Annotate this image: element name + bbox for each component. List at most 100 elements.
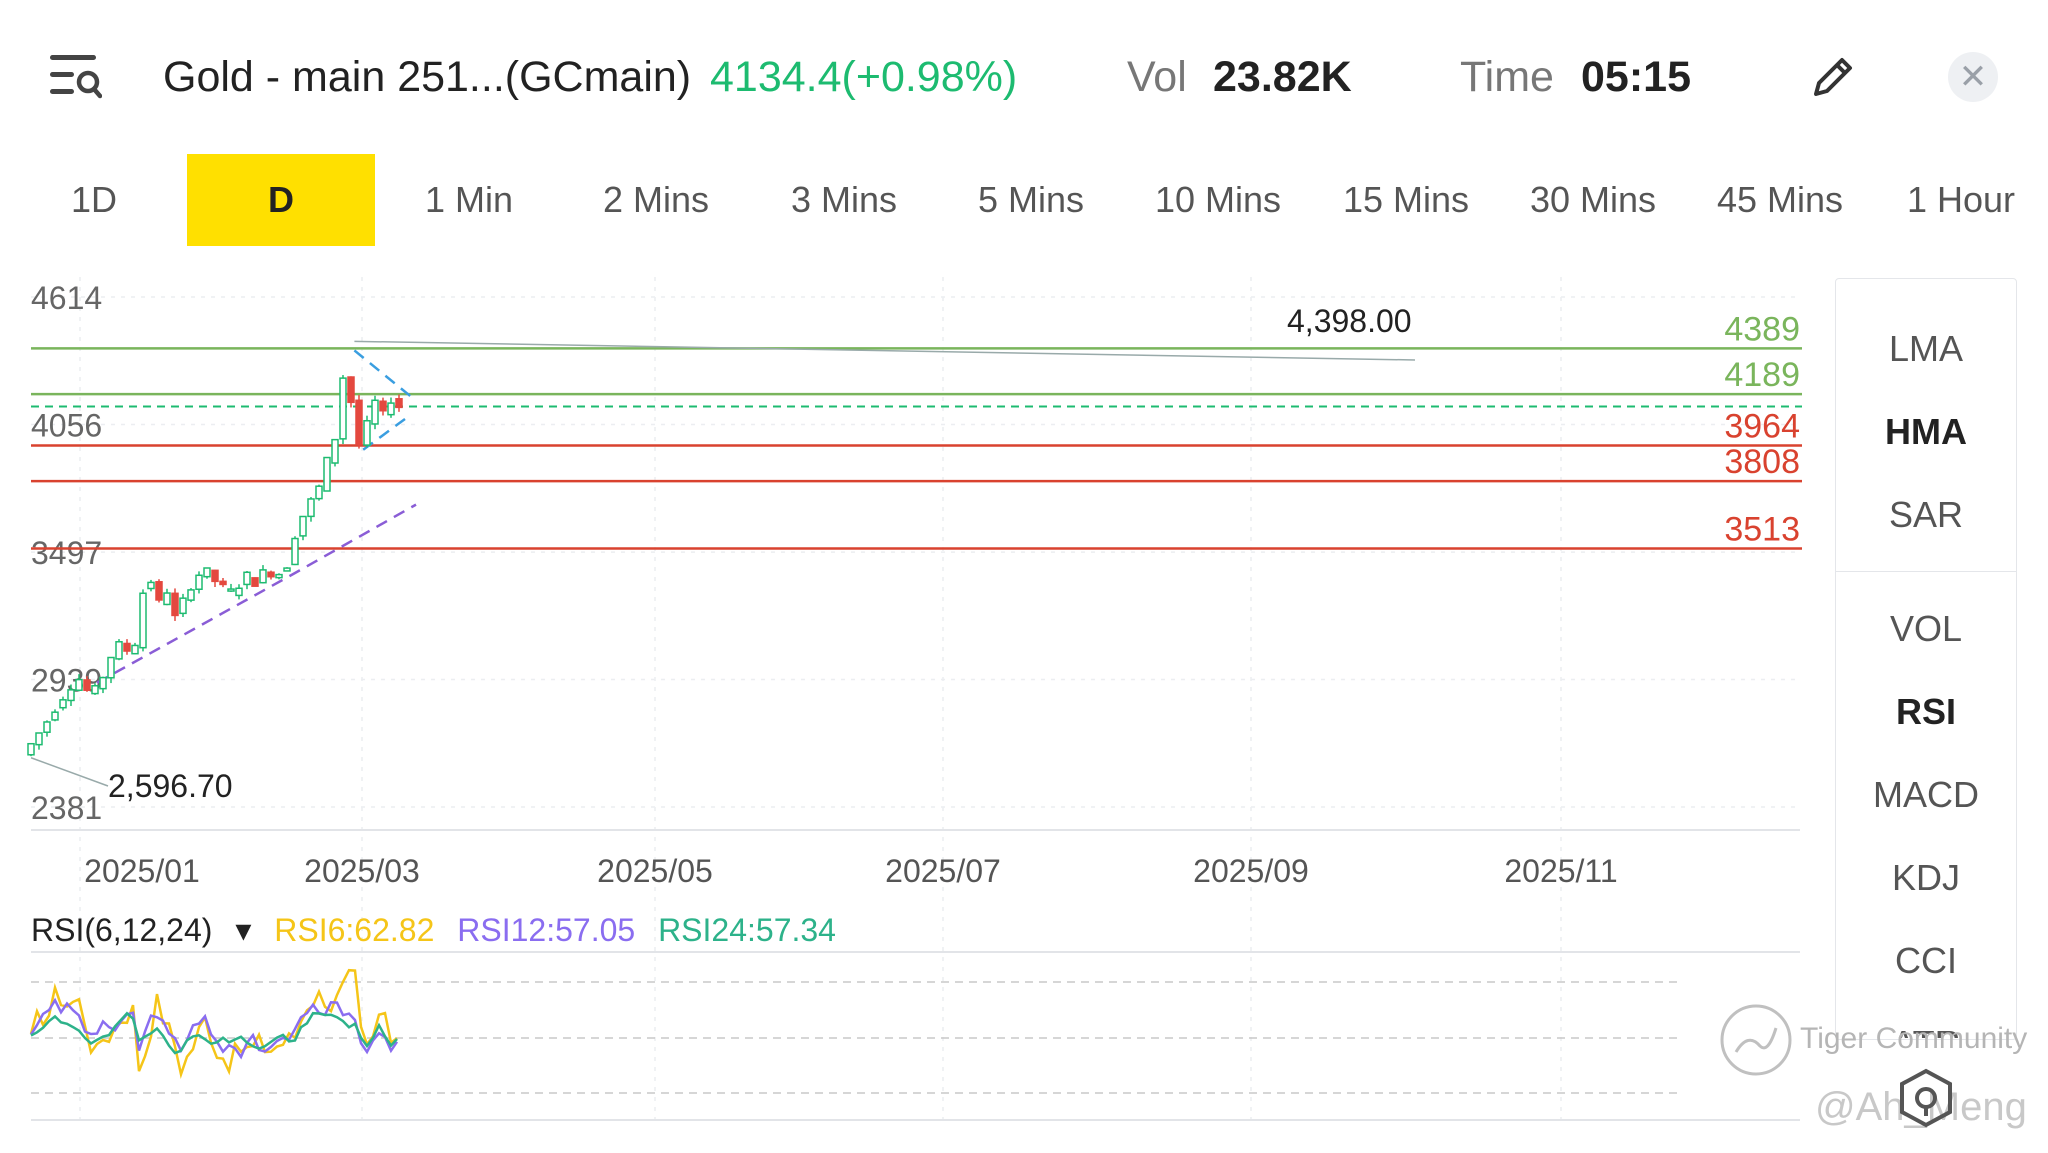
panel-divider — [1836, 571, 2016, 572]
candle-body — [155, 581, 163, 601]
header-bar: Gold - main 251...(GCmain) 4134.4(+0.98%… — [0, 0, 2048, 150]
candle-body — [99, 676, 107, 690]
tab-1-hour[interactable]: 1 Hour — [1906, 179, 2016, 220]
rsi-label: RSI(6,12,24) — [31, 912, 213, 948]
level-label: 4389 — [1724, 310, 1800, 348]
candle-body — [163, 592, 171, 606]
candle-body — [339, 377, 347, 440]
candle-body — [59, 699, 67, 709]
candle-body — [187, 589, 195, 601]
last-price: 4134.4(+0.98%) — [710, 53, 1018, 101]
indicator-macd[interactable]: MACD — [1873, 774, 1979, 815]
overlay-lma[interactable]: LMA — [1888, 328, 1964, 369]
grid-lines — [31, 277, 1800, 1120]
x-axis-tick-label: 2025/03 — [304, 853, 420, 889]
level-label: 3808 — [1724, 443, 1800, 481]
candle-body — [51, 711, 59, 721]
candle-body — [235, 587, 243, 597]
tab-2-mins[interactable]: 2 Mins — [602, 179, 710, 220]
candle-body — [315, 485, 323, 500]
candle-body — [323, 456, 331, 492]
indicator-panel: LMA HMA SAR VOL RSI MACD KDJ CCI ATR — [1835, 278, 2017, 1040]
timeframe-tabs: 1D D 1 Min 2 Mins 3 Mins 5 Mins 10 Mins … — [0, 154, 2048, 246]
candle-body — [131, 644, 139, 655]
rsi-settings-label[interactable]: RSI(6,12,24) ▾ — [31, 912, 252, 948]
candle-body — [219, 580, 227, 586]
level-label: 3964 — [1724, 407, 1800, 445]
indicator-atr[interactable]: ATR — [1836, 1014, 2016, 1038]
instrument-title: Gold - main 251...(GCmain) — [163, 53, 692, 101]
candle-body — [227, 588, 235, 592]
tab-5-mins[interactable]: 5 Mins — [977, 179, 1085, 220]
low-annotation: 2,596.70 — [108, 768, 233, 804]
candle-body — [395, 398, 403, 409]
candle-body — [387, 402, 395, 416]
candle-body — [147, 581, 155, 590]
y-axis-tick-label: 4614 — [31, 280, 102, 316]
candle-body — [123, 642, 131, 652]
candle-body — [195, 574, 203, 590]
close-icon[interactable]: ✕ — [1948, 52, 1998, 102]
candle-body — [307, 498, 315, 518]
indicator-vol[interactable]: VOL — [1889, 608, 1963, 649]
rsi12-value: RSI12:57.05 — [457, 912, 636, 948]
trend-line — [96, 503, 417, 684]
rsi24-value: RSI24:57.34 — [658, 912, 836, 948]
tab-10-mins[interactable]: 10 Mins — [1154, 179, 1282, 220]
candle-body — [291, 537, 299, 566]
time-label: Time — [1460, 53, 1554, 101]
candle-body — [203, 567, 211, 578]
tab-d[interactable]: D — [187, 154, 375, 246]
tab-30-mins[interactable]: 30 Mins — [1529, 179, 1657, 220]
candle-body — [75, 678, 83, 691]
candle-body — [83, 679, 91, 691]
candle-body — [171, 592, 179, 617]
rsi-series-line — [29, 968, 398, 1079]
indicator-cci[interactable]: CCI — [1895, 940, 1957, 981]
x-axis-tick-label: 2025/11 — [1504, 853, 1617, 889]
candles — [27, 375, 403, 757]
candle-body — [379, 400, 387, 412]
x-axis-tick-label: 2025/05 — [597, 853, 713, 889]
tab-3-mins[interactable]: 3 Mins — [790, 179, 898, 220]
candle-body — [363, 419, 371, 446]
candle-body — [67, 689, 75, 702]
x-axis-tick-label: 2025/07 — [885, 853, 1001, 889]
tab-1d[interactable]: 1D — [70, 179, 118, 220]
candle-body — [179, 597, 187, 615]
y-axis-tick-label: 4056 — [31, 407, 102, 443]
candle-body — [347, 376, 355, 404]
candle-body — [91, 685, 99, 695]
candle-body — [35, 732, 43, 746]
tab-1-min[interactable]: 1 Min — [424, 179, 514, 220]
candle-body — [259, 569, 267, 584]
pencil-icon[interactable] — [1806, 50, 1860, 104]
candle-body — [251, 577, 259, 587]
rsi-series-line — [29, 997, 399, 1060]
candle-body — [299, 515, 307, 537]
indicator-kdj[interactable]: KDJ — [1891, 857, 1960, 898]
watermark-brand: Tiger Community — [1800, 1022, 2028, 1055]
level-label: 3513 — [1724, 510, 1800, 548]
overlay-hma[interactable]: HMA — [1885, 411, 1967, 452]
candle-body — [371, 399, 379, 425]
menu-search-icon[interactable] — [48, 52, 103, 102]
tab-15-mins[interactable]: 15 Mins — [1342, 179, 1470, 220]
candle-body — [355, 399, 363, 446]
indicator-rsi[interactable]: RSI — [1895, 691, 1956, 732]
volume-label: Vol — [1127, 53, 1187, 101]
rsi6-value: RSI6:62.82 — [274, 912, 435, 948]
volume-value: 23.82K — [1213, 53, 1352, 101]
candle-body — [139, 592, 147, 649]
rsi-series-line — [30, 1011, 398, 1055]
y-axis-tick-label: 2381 — [31, 790, 102, 826]
rsi-legend: RSI(6,12,24) ▾ RSI6:62.82 RSI12:57.05 RS… — [31, 910, 850, 950]
badge-icon — [1898, 1068, 1954, 1128]
tab-45-mins[interactable]: 45 Mins — [1716, 179, 1844, 220]
candle-body — [27, 742, 35, 756]
overlay-sar[interactable]: SAR — [1888, 494, 1964, 535]
candle-body — [43, 721, 51, 733]
candle-body — [107, 656, 115, 679]
high-annotation: 4,398.00 — [1287, 303, 1412, 339]
